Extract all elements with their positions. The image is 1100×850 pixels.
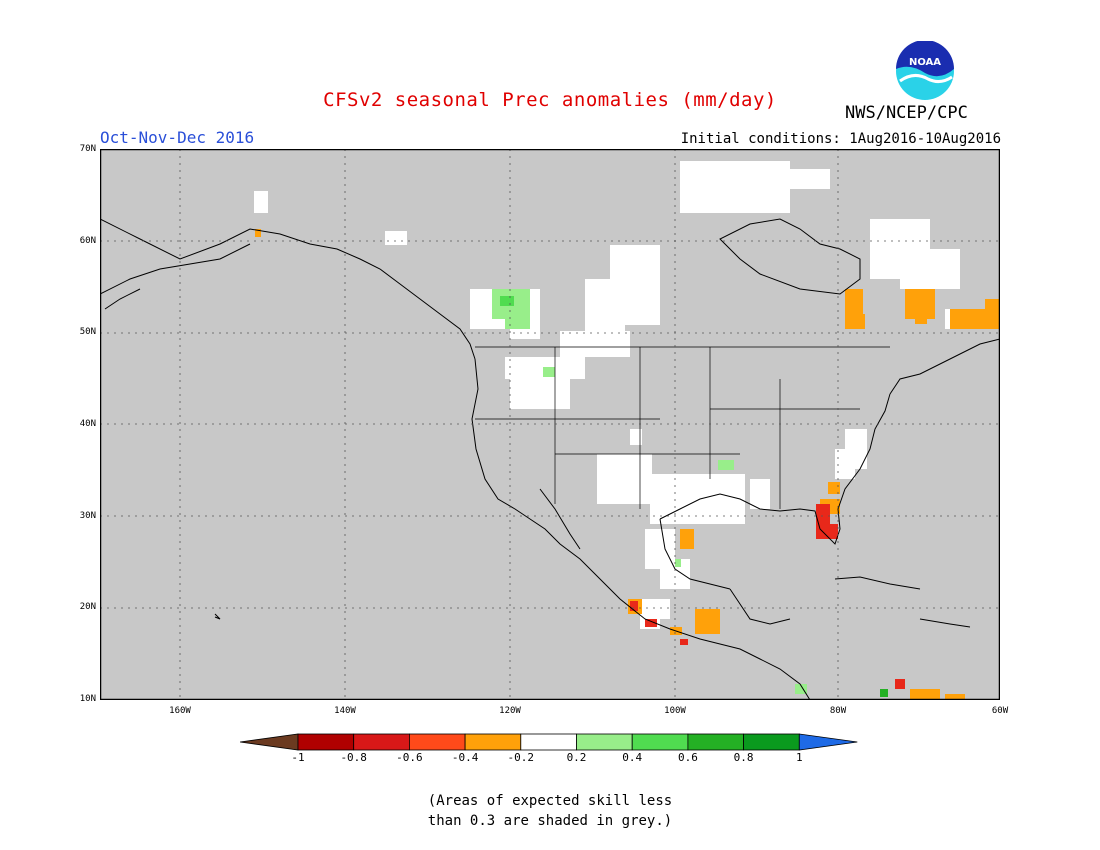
lat-label: 50N bbox=[79, 327, 96, 337]
skill-note-line-2: than 0.3 are shaded in grey.) bbox=[427, 813, 673, 829]
lon-label: 140W bbox=[334, 706, 356, 716]
colorbar-segment bbox=[743, 733, 800, 751]
colorbar-label: -0.6 bbox=[396, 751, 423, 764]
state-borders bbox=[475, 346, 890, 509]
colorbar-label: -1 bbox=[291, 751, 305, 764]
colorbar-segment bbox=[408, 733, 466, 751]
map-title: CFSv2 seasonal Prec anomalies (mm/day) bbox=[323, 89, 777, 111]
coastlines bbox=[100, 218, 1000, 700]
lon-label: 100W bbox=[664, 706, 686, 716]
colorbar-arrow-low bbox=[240, 733, 299, 751]
lat-label: 70N bbox=[79, 144, 96, 154]
colorbar-segment bbox=[297, 733, 355, 751]
precip-anomaly-map bbox=[100, 149, 1000, 700]
colorbar-arrow-high bbox=[798, 733, 858, 751]
colorbar-segment bbox=[631, 733, 689, 751]
season-label: Oct-Nov-Dec 2016 bbox=[100, 128, 255, 147]
lon-label: 160W bbox=[169, 706, 191, 716]
graticule bbox=[100, 149, 1000, 700]
lat-label: 20N bbox=[79, 602, 96, 612]
colorbar-segment bbox=[520, 733, 577, 751]
colorbar-label: 0.4 bbox=[622, 751, 643, 764]
colorbar-segment bbox=[576, 733, 633, 751]
lat-label: 30N bbox=[79, 511, 96, 521]
dry-anomaly-regions bbox=[255, 229, 1000, 700]
lat-label: 40N bbox=[79, 419, 96, 429]
lon-label: 120W bbox=[499, 706, 521, 716]
lat-label: 10N bbox=[79, 694, 96, 704]
agency-label: NWS/NCEP/CPC bbox=[845, 103, 968, 123]
colorbar-label: -0.4 bbox=[451, 751, 479, 764]
lat-label: 60N bbox=[79, 236, 96, 246]
colorbar-label: -0.8 bbox=[340, 751, 367, 764]
initial-conditions-label: Initial conditions: 1Aug2016-10Aug2016 bbox=[680, 131, 1001, 147]
lon-label: 60W bbox=[991, 706, 1009, 716]
colorbar-label: 0.8 bbox=[733, 751, 754, 764]
colorbar-label: -0.2 bbox=[507, 751, 535, 764]
colorbar-segment bbox=[687, 733, 744, 751]
colorbar-label: 0.6 bbox=[677, 751, 698, 764]
noaa-logo: NOAA bbox=[896, 41, 954, 100]
colorbar-segment bbox=[464, 733, 522, 751]
lon-label: 80W bbox=[829, 706, 847, 716]
colorbar-segment bbox=[353, 733, 410, 751]
noaa-logo-text: NOAA bbox=[909, 57, 941, 68]
map-background bbox=[100, 149, 1000, 700]
skill-note-line-1: (Areas of expected skill less bbox=[427, 793, 673, 809]
colorbar bbox=[240, 733, 858, 751]
colorbar-label: 0.2 bbox=[566, 751, 587, 764]
colorbar-label: 1 bbox=[795, 751, 803, 764]
